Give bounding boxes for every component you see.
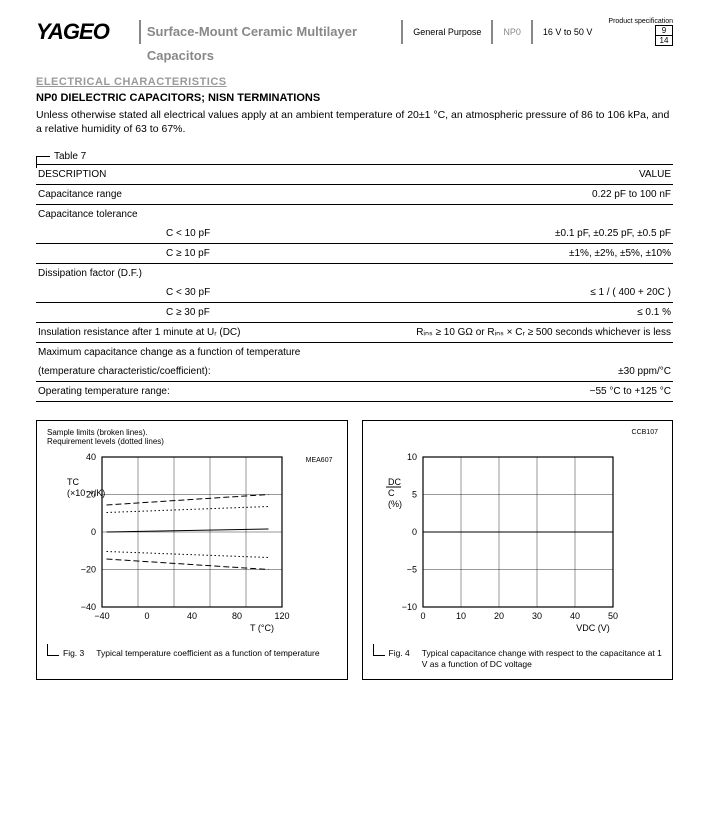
svg-text:C: C (388, 488, 395, 498)
svg-text:0: 0 (411, 527, 416, 537)
fig4-marker: Fig. 4 Typical capacitance change with r… (373, 648, 663, 668)
page-header: YAGEO Surface-Mount Ceramic Multilayer C… (36, 18, 673, 46)
svg-text:−5: −5 (406, 565, 416, 575)
table-cell-desc: Insulation resistance after 1 minute at … (36, 323, 359, 343)
table-cell-desc: (temperature characteristic/coefficient)… (36, 362, 359, 382)
charts-row: Sample limits (broken lines). Requiremen… (36, 420, 673, 679)
table-cell-value (359, 343, 673, 363)
svg-text:(%): (%) (388, 499, 402, 509)
table-cell-desc: Dissipation factor (D.F.) (36, 264, 359, 284)
svg-text:20: 20 (493, 611, 503, 621)
table-label: Table 7 (54, 151, 86, 162)
fig3-marker: Fig. 3 Typical temperature coefficient a… (47, 648, 337, 660)
svg-text:DC: DC (388, 477, 401, 487)
table-cell-value: ≤ 0.1 % (359, 303, 673, 323)
svg-text:0: 0 (144, 611, 149, 621)
spec-box: Product specification 9 14 (608, 18, 673, 46)
table-cell-value: ±1%, ±2%, ±5%, ±10% (359, 244, 673, 264)
svg-text:50: 50 (607, 611, 617, 621)
svg-text:VDC (V): VDC (V) (576, 623, 610, 633)
svg-text:10: 10 (406, 452, 416, 462)
section-subheading: NP0 DIELECTRIC CAPACITORS; NISN TERMINAT… (36, 92, 673, 104)
spec-table: DESCRIPTION VALUE Capacitance range0.22 … (36, 164, 673, 402)
svg-text:30: 30 (531, 611, 541, 621)
svg-text:40: 40 (86, 452, 96, 462)
page-num: 9 (656, 26, 672, 36)
intro-text: Unless otherwise stated all electrical v… (36, 108, 673, 136)
svg-text:−20: −20 (81, 564, 96, 574)
section-heading: ELECTRICAL CHARACTERISTICS (36, 76, 673, 88)
svg-text:(×10⁻⁶/K): (×10⁻⁶/K) (67, 488, 105, 498)
svg-text:−10: −10 (401, 602, 416, 612)
table-cell-desc: Capacitance range (36, 185, 359, 205)
svg-text:0: 0 (91, 527, 96, 537)
table-cell-value: −55 °C to +125 °C (359, 382, 673, 402)
table-head-desc: DESCRIPTION (36, 165, 359, 185)
spec-label: Product specification (608, 18, 673, 25)
chart1-note2: Requirement levels (dotted lines) (47, 438, 337, 447)
fig4-text: Typical capacitance change with respect … (422, 648, 662, 668)
table-head-value: VALUE (359, 165, 673, 185)
chart2-id: CCB107 (632, 429, 658, 436)
header-col-series: NP0 (493, 20, 533, 44)
table-cell-value (359, 264, 673, 284)
table-cell-desc: Capacitance tolerance (36, 205, 359, 225)
table-cell-value: ≤ 1 / ( 400 + 20C ) (359, 283, 673, 303)
header-col-purpose: General Purpose (403, 20, 493, 44)
table-cell-desc: C ≥ 30 pF (36, 303, 359, 323)
chart2-svg: 1050−5−1001020304050VDC (V)DCC(%) (373, 447, 633, 642)
svg-text:40: 40 (187, 611, 197, 621)
svg-text:−40: −40 (94, 611, 109, 621)
chart-2: CCB107 1050−5−1001020304050VDC (V)DCC(%)… (362, 420, 674, 679)
svg-text:80: 80 (232, 611, 242, 621)
svg-text:120: 120 (274, 611, 289, 621)
svg-text:5: 5 (411, 490, 416, 500)
fig4-label: Fig. 4 (389, 648, 410, 668)
svg-text:0: 0 (420, 611, 425, 621)
fig3-label: Fig. 3 (63, 648, 84, 660)
table-cell-desc: Maximum capacitance change as a function… (36, 343, 359, 363)
page-box: 9 14 (655, 25, 673, 46)
table-cell-desc: C < 10 pF (36, 224, 359, 244)
chart-1: Sample limits (broken lines). Requiremen… (36, 420, 348, 679)
logo: YAGEO (36, 19, 109, 45)
svg-text:TC: TC (67, 477, 79, 487)
table-cell-desc: C ≥ 10 pF (36, 244, 359, 264)
header-col-voltage: 16 V to 50 V (533, 20, 603, 44)
table-cell-desc: C < 30 pF (36, 283, 359, 303)
table-cell-value: Rᵢₙₛ ≥ 10 GΩ or Rᵢₙₛ × Cᵣ ≥ 500 seconds … (359, 323, 673, 343)
table-cell-value (359, 205, 673, 225)
page-total: 14 (656, 36, 672, 45)
svg-text:40: 40 (569, 611, 579, 621)
table-cell-value: 0.22 pF to 100 nF (359, 185, 673, 205)
table-cell-value: ±0.1 pF, ±0.25 pF, ±0.5 pF (359, 224, 673, 244)
table-cell-desc: Operating temperature range: (36, 382, 359, 402)
table-cell-value: ±30 ppm/°C (359, 362, 673, 382)
table-label-bracket: Table 7 (36, 150, 673, 162)
title-bar: Surface-Mount Ceramic Multilayer Capacit… (139, 20, 603, 44)
chart1-id: MEA607 (306, 457, 333, 464)
chart1-svg: 40200−20−40−4004080120T (°C)TC(×10⁻⁶/K) (47, 447, 302, 642)
main-title: Surface-Mount Ceramic Multilayer Capacit… (141, 20, 403, 44)
fig3-text: Typical temperature coefficient as a fun… (96, 648, 319, 660)
svg-text:T (°C): T (°C) (250, 623, 274, 633)
svg-text:10: 10 (455, 611, 465, 621)
